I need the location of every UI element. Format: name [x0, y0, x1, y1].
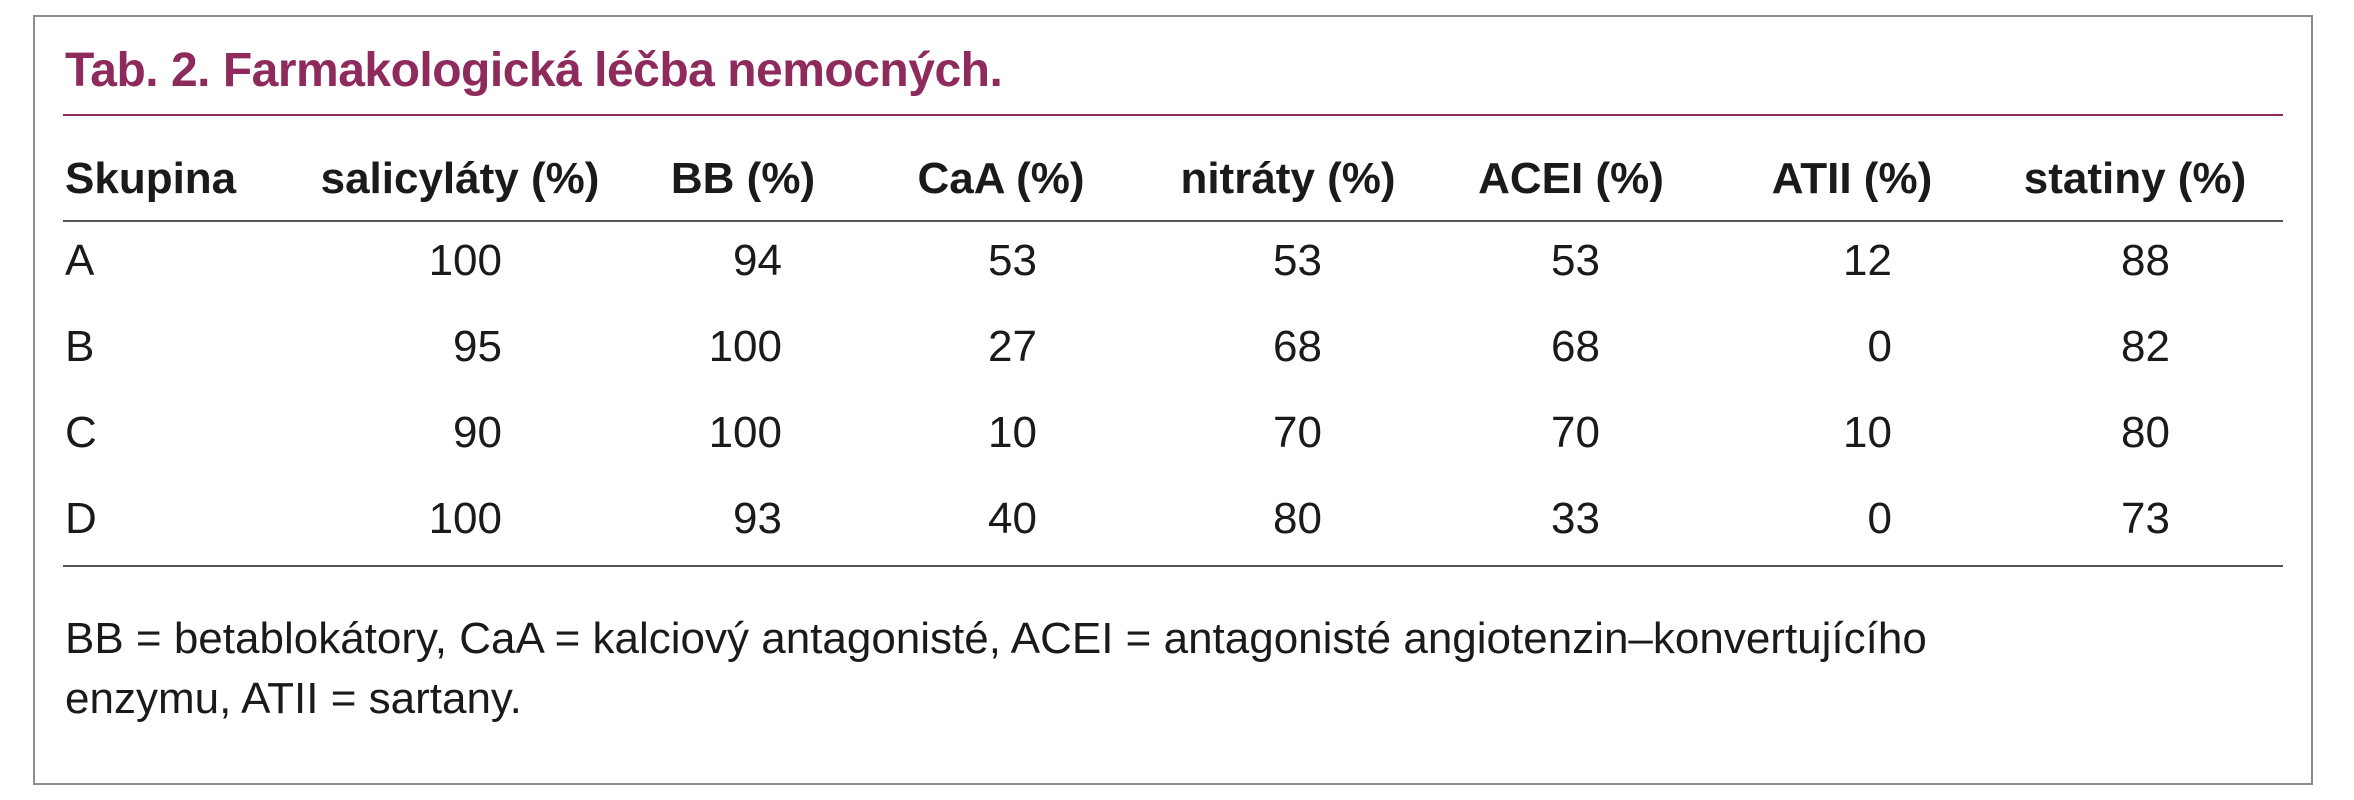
footnote: BB = betablokátory, CaA = kalciový antag… — [65, 614, 1927, 663]
column-header: nitráty (%) — [1180, 154, 1396, 203]
table-cell: 80 — [2121, 408, 2170, 457]
body-rule — [63, 565, 2283, 567]
table-cell: 93 — [733, 494, 782, 543]
column-header: ACEI (%) — [1478, 154, 1664, 203]
header-rule — [63, 220, 2283, 222]
table-cell: 10 — [1843, 408, 1892, 457]
table-cell: 68 — [1551, 322, 1600, 371]
title-rule — [63, 114, 2283, 116]
table-cell: 73 — [2121, 494, 2170, 543]
table-cell: 33 — [1551, 494, 1600, 543]
table-cell: 70 — [1273, 408, 1322, 457]
table-cell: 100 — [708, 322, 782, 371]
table-cell: 0 — [1867, 322, 1892, 371]
table-cell: 53 — [1551, 236, 1600, 285]
table-cell: 80 — [1273, 494, 1322, 543]
table-cell: 53 — [988, 236, 1037, 285]
footnote: enzymu, ATII = sartany. — [65, 674, 522, 723]
table-cell: 53 — [1273, 236, 1322, 285]
table-cell: 70 — [1551, 408, 1600, 457]
table-cell: 0 — [1867, 494, 1892, 543]
table-cell: 12 — [1843, 236, 1892, 285]
column-header: Skupina — [65, 154, 237, 203]
table-cell: 100 — [708, 408, 782, 457]
table-cell: 90 — [453, 408, 502, 457]
table-cell: 95 — [453, 322, 502, 371]
table-cell: 100 — [428, 494, 502, 543]
column-header: BB (%) — [670, 154, 816, 203]
column-header: ATII (%) — [1771, 154, 1933, 203]
table-cell: 88 — [2121, 236, 2170, 285]
row-label: B — [65, 322, 95, 371]
table-title: Tab. 2. Farmakologická léčba nemocných. — [65, 44, 1003, 97]
table-cell: 68 — [1273, 322, 1322, 371]
column-header: statiny (%) — [2023, 154, 2247, 203]
table-cell: 40 — [988, 494, 1037, 543]
table-cell: 82 — [2121, 322, 2170, 371]
row-label: D — [65, 494, 97, 543]
column-header: CaA (%) — [917, 154, 1085, 203]
table-frame: Tab. 2. Farmakologická léčba nemocných. … — [33, 15, 2313, 785]
row-label: A — [65, 236, 95, 285]
table-cell: 94 — [733, 236, 782, 285]
column-header: salicyláty (%) — [320, 154, 600, 203]
table-cell: 100 — [428, 236, 502, 285]
table-cell: 27 — [988, 322, 1037, 371]
table-cell: 10 — [988, 408, 1037, 457]
row-label: C — [65, 408, 97, 457]
